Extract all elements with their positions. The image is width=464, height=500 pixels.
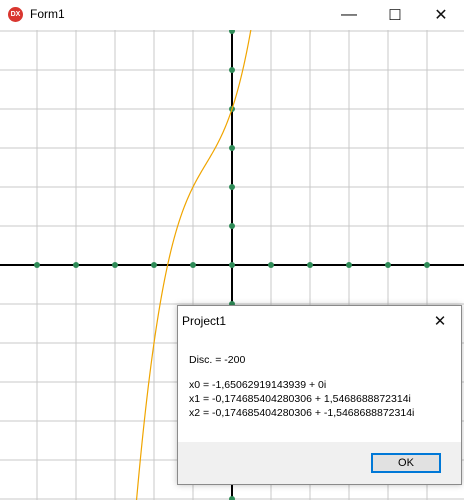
x-axis-tick-dot xyxy=(229,262,235,268)
x-axis-tick-dot xyxy=(346,262,352,268)
y-axis-tick-dot xyxy=(229,67,235,73)
minimize-button[interactable]: — xyxy=(341,6,357,23)
x-axis-tick-dot xyxy=(112,262,118,268)
x-axis-tick-dot xyxy=(34,262,40,268)
x-axis-tick-dot xyxy=(307,262,313,268)
function-curve xyxy=(135,30,252,500)
dialog-close-button[interactable]: ✕ xyxy=(433,313,447,330)
close-button[interactable]: ✕ xyxy=(434,7,448,24)
window-titlebar: DX Form1 — ☐ ✕ xyxy=(0,0,464,30)
y-axis-tick-dot xyxy=(229,184,235,190)
x-axis-tick-dot xyxy=(73,262,79,268)
x-axis-tick-dot xyxy=(268,262,274,268)
root-x0-text: x0 = -1,65062919143939 + 0i xyxy=(189,379,327,391)
message-dialog: Project1 ✕ Disc. = -200 x0 = -1,65062919… xyxy=(177,305,462,485)
dialog-message: Disc. = -200 x0 = -1,65062919143939 + 0i… xyxy=(178,336,461,442)
ok-button[interactable]: OK xyxy=(371,453,441,473)
x-axis-tick-dot xyxy=(385,262,391,268)
dialog-footer: OK xyxy=(178,442,461,484)
y-axis-tick-dot xyxy=(229,145,235,151)
dialog-title: Project1 xyxy=(182,314,227,328)
y-axis-tick-dot xyxy=(229,30,235,34)
x-axis-tick-dot xyxy=(424,262,430,268)
x-axis-tick-dot xyxy=(190,262,196,268)
discriminant-text: Disc. = -200 xyxy=(189,354,246,366)
x-axis-tick-dot xyxy=(151,262,157,268)
app-icon: DX xyxy=(8,7,23,22)
maximize-button[interactable]: ☐ xyxy=(388,7,402,24)
window-title: Form1 xyxy=(30,7,65,21)
root-x2-text: x2 = -0,174685404280306 + -1,54686888723… xyxy=(189,407,415,419)
y-axis-tick-dot xyxy=(229,223,235,229)
y-axis-tick-dot xyxy=(229,496,235,500)
root-x1-text: x1 = -0,174685404280306 + 1,546868887231… xyxy=(189,393,411,405)
